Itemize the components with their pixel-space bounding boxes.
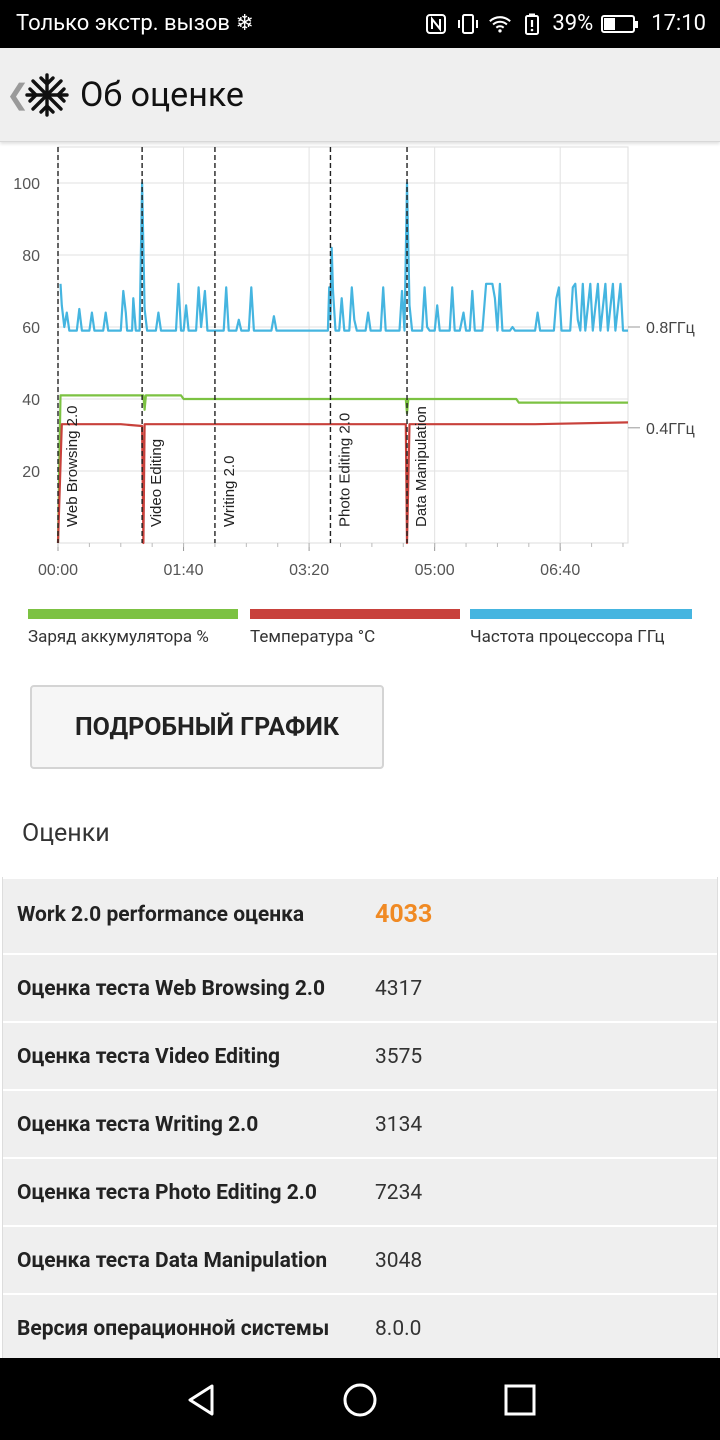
battery-icon [601,14,639,33]
performance-chart: 20 40 60 80 100 00:00 01:40 03:20 05:00 06:40 0.8Г… [13,146,695,579]
scores-title: Оценки [22,819,110,848]
x-tick-label: 05:00 [415,562,455,579]
x-tick-label: 06:40 [540,562,580,579]
y-tick-label: 80 [22,248,40,265]
score-value: 7234 [375,1181,423,1205]
snowflake-icon: ❄ [235,11,254,36]
content-scroll[interactable]: 20 40 60 80 100 00:00 01:40 03:20 05:00 06:40 0.8Г… [0,143,720,1358]
app-bar: ❮ Об оценке [0,48,720,142]
legend-temperature: Температура °C [250,609,460,647]
back-triangle-icon[interactable] [180,1380,220,1420]
score-label: Версия операционной системы [17,1317,330,1341]
y-tick-label: 20 [22,464,40,481]
snowflake-logo-icon [25,73,69,117]
nfc-icon [424,12,448,36]
legend-label-battery: Заряд аккумулятора % [28,627,209,647]
score-value: 3048 [375,1249,423,1273]
navigation-bar [0,1358,720,1440]
y-tick-label: 60 [22,320,40,337]
carrier-label: Только экстр. вызов [16,11,230,36]
score-row: Оценка теста Web Browsing 2.0 4317 [3,953,717,1021]
series-line [56,421,629,545]
score-label: Оценка теста Writing 2.0 [17,1113,259,1137]
wifi-icon [488,12,512,36]
score-row: Оценка теста Video Editing 3575 [3,1021,717,1089]
detailed-chart-button[interactable]: ПОДРОБНЫЙ ГРАФИК [30,685,384,769]
series-line [56,394,628,544]
battery-alert-icon [520,12,544,36]
vibrate-icon [456,12,480,36]
test-marker-label: Web Browsing 2.0 [64,406,81,527]
chevron-left-icon[interactable]: ❮ [6,78,30,111]
x-tick-label: 03:20 [289,562,329,579]
score-value: 3134 [375,1113,423,1137]
status-bar: Только экстр. вызов ❄ 39% 17:10 [0,0,720,48]
score-label: Work 2.0 performance оценка [17,903,305,927]
score-label: Оценка теста Photo Editing 2.0 [17,1181,317,1205]
score-value: 3575 [375,1045,423,1069]
battery-percent: 39% [552,11,594,36]
legend-battery: Заряд аккумулятора % [28,609,238,647]
score-row: Work 2.0 performance оценка 4033 [3,877,717,953]
series-line [59,181,628,332]
score-row: Оценка теста Photo Editing 2.0 7234 [3,1157,717,1225]
score-label: Оценка теста Web Browsing 2.0 [17,977,326,1001]
carrier-text: Только экстр. вызов ❄ [16,11,254,36]
legend-cpu: Частота процессора ГГц [470,609,692,647]
test-marker-label: Writing 2.0 [221,456,238,527]
score-label: Оценка теста Video Editing [17,1045,280,1069]
right-axis-label: 0.8ГГц [646,320,695,337]
recents-square-icon[interactable] [500,1380,540,1420]
legend-label-cpu: Частота процессора ГГц [470,627,665,647]
x-tick-label: 01:40 [164,562,204,579]
legend-label-temperature: Температура °C [250,627,376,647]
score-row: Оценка теста Writing 2.0 3134 [3,1089,717,1157]
plot-area [57,146,629,544]
right-axis-label: 0.4ГГц [646,421,695,438]
test-marker-label: Photo Editing 2.0 [336,413,353,527]
legend-swatch-temperature [250,609,460,619]
y-tick-label: 100 [13,176,40,193]
status-icons: 39% 17:10 [424,11,706,36]
y-tick-label: 40 [22,392,40,409]
score-value: 8.0.0 [375,1317,422,1341]
score-label: Оценка теста Data Manipulation [17,1249,328,1273]
score-row: Версия операционной системы 8.0.0 [3,1293,717,1358]
legend-swatch-cpu [470,609,692,619]
clock: 17:10 [651,11,706,36]
legend-swatch-battery [28,609,238,619]
test-marker-label: Video Editing [148,439,165,527]
page-title: Об оценке [80,75,244,115]
score-value: 4033 [375,900,433,929]
chart-legend: Заряд аккумулятора % Температура °C Част… [0,609,720,649]
x-tick-label: 00:00 [38,562,78,579]
score-value: 4317 [375,977,423,1001]
scores-table: Work 2.0 performance оценка 4033 Оценка т… [2,877,718,1358]
home-circle-icon[interactable] [340,1380,380,1420]
test-marker-label: Data Manipulation [413,406,430,527]
score-row: Оценка теста Data Manipulation 3048 [3,1225,717,1293]
